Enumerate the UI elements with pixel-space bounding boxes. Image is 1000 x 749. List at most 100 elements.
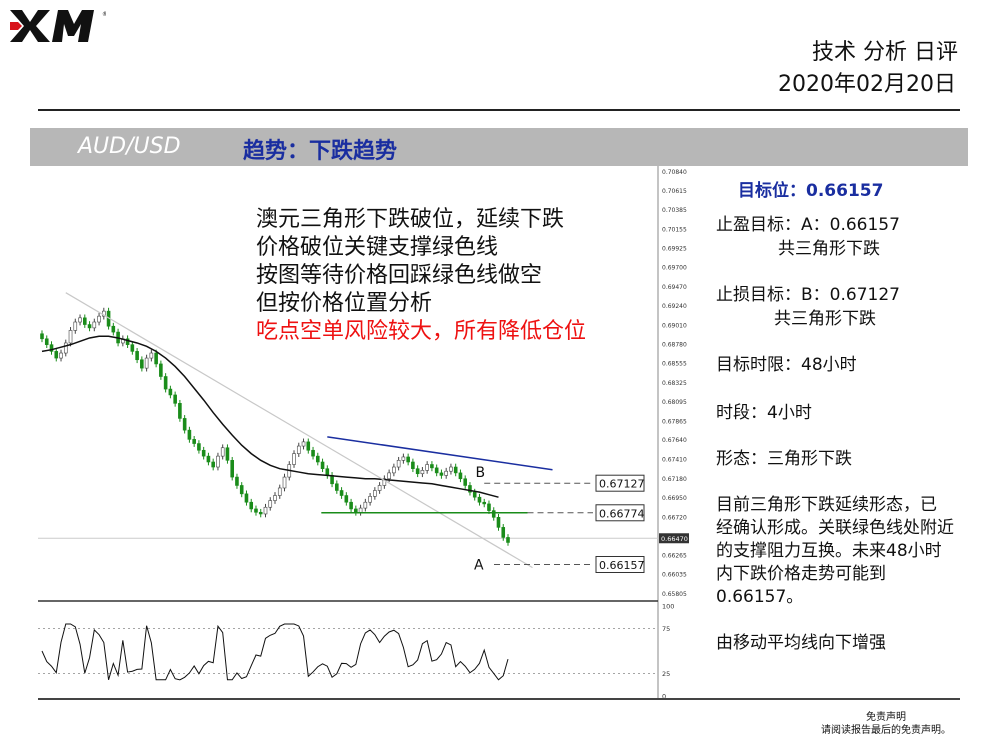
candle — [458, 472, 463, 480]
candle — [415, 468, 420, 475]
price-tick-label: 0.66720 — [662, 514, 687, 521]
risk-warning: 吃点空单风险较大，所有降低仓位 — [256, 319, 587, 344]
candle — [335, 483, 339, 491]
candle — [472, 491, 477, 498]
candle — [444, 470, 448, 476]
candle — [163, 376, 168, 390]
candle — [263, 506, 268, 515]
candle — [230, 460, 235, 478]
candle — [306, 441, 311, 451]
candle — [125, 338, 130, 345]
ma-note: 由移动平均线向下增强 — [716, 633, 886, 653]
candle — [377, 485, 382, 491]
candle — [49, 344, 54, 352]
candle — [59, 352, 63, 359]
chart-commentary: 澳元三角形下跌破位，延续下跌 价格破位关键支撑绿色线 按图等待价格回踩绿色线做空… — [256, 206, 586, 346]
timeframe: 时段：4小时 — [716, 403, 812, 423]
price-tick-label: 0.66265 — [662, 552, 687, 559]
stop-loss: 止损目标：B：0.67127 — [716, 285, 900, 305]
candle — [411, 461, 415, 469]
candle — [178, 403, 182, 419]
xm-logo: ® — [10, 10, 106, 42]
level-label-box — [595, 504, 645, 522]
candle — [68, 330, 73, 344]
candle — [239, 485, 244, 495]
price-tick-label: 0.68780 — [662, 342, 687, 349]
candle — [392, 466, 396, 474]
description-line: 目前三角形下跌延续形态，已 — [716, 495, 937, 515]
oscillator-line — [41, 623, 509, 681]
candle — [296, 445, 301, 454]
pattern: 形态：三角形下跌 — [716, 449, 852, 469]
candle — [244, 493, 249, 503]
candle — [501, 527, 506, 538]
price-chart: 0.70840 0.70615 0.70385 0.70155 0.69925 0.697… — [38, 166, 689, 699]
currency-pair: AUD/USD — [78, 134, 181, 159]
disclaimer: 免责声明 请阅读报告最后的免责声明。 — [801, 711, 971, 737]
candle — [140, 359, 144, 369]
price-tick-label: 0.69010 — [662, 322, 687, 329]
candle — [273, 495, 277, 501]
candle — [430, 464, 434, 469]
candle — [315, 455, 320, 463]
commentary-line: 按图等待价格回踩绿色线做空 — [256, 263, 543, 288]
price-tick-label: 0.67180 — [662, 476, 687, 483]
candle — [168, 388, 173, 396]
candle — [111, 325, 116, 333]
price-tick-label: 0.70840 — [662, 169, 687, 176]
candle — [149, 352, 154, 359]
price-tick-label: 0.68095 — [662, 399, 687, 406]
candle — [311, 449, 315, 457]
current-price-marker — [659, 533, 689, 544]
candle — [54, 351, 59, 359]
candle — [144, 357, 149, 369]
candle — [301, 441, 306, 447]
candle — [434, 467, 439, 474]
price-tick-label: 0.66035 — [662, 572, 687, 579]
price-tick-label: 0.69925 — [662, 246, 687, 253]
price-tick-label: 0.67865 — [662, 418, 687, 425]
candle — [420, 470, 425, 475]
candle — [439, 472, 444, 476]
candle — [82, 317, 87, 325]
candle — [339, 490, 344, 496]
candle — [97, 315, 101, 323]
stop-loss-note: 共三角形下跌 — [774, 309, 876, 329]
candle — [382, 478, 387, 486]
candle — [425, 464, 429, 471]
header-divider — [38, 109, 960, 111]
level-label: 0.66774 — [599, 507, 645, 520]
candle — [487, 503, 491, 511]
oscillator-tick-label: 0 — [662, 693, 666, 699]
candle — [491, 510, 496, 518]
candle — [449, 466, 453, 472]
candle — [44, 338, 49, 345]
price-tick-label: 0.70615 — [662, 188, 687, 195]
commentary-line: 但按价格位置分析 — [256, 291, 433, 316]
price-tick-label: 0.66950 — [662, 495, 687, 502]
candle — [368, 496, 372, 503]
svg-text:®: ® — [102, 11, 106, 18]
report-title: 技术 分析 日评 — [812, 40, 958, 65]
candle — [396, 460, 401, 468]
candle — [258, 511, 263, 515]
candle — [154, 352, 158, 365]
target-level: 目标位：0.66157 — [738, 181, 884, 201]
price-tick-label: 0.67640 — [662, 437, 687, 444]
level-label-box — [595, 555, 645, 573]
trend-label: 趋势：下跌趋势 — [243, 139, 398, 164]
candle — [78, 317, 82, 323]
candle — [320, 461, 325, 469]
price-tick-label: 0.68325 — [662, 380, 687, 387]
candle — [463, 478, 468, 486]
candle — [506, 537, 510, 543]
candle — [220, 447, 225, 457]
candle — [496, 517, 501, 528]
candle — [206, 455, 211, 463]
candle — [349, 501, 353, 510]
candle — [216, 455, 220, 468]
candle — [387, 472, 391, 480]
candle — [363, 501, 368, 509]
description-line: 的支撑阻力互换。未来48小时 — [716, 541, 942, 561]
candle — [477, 496, 482, 503]
